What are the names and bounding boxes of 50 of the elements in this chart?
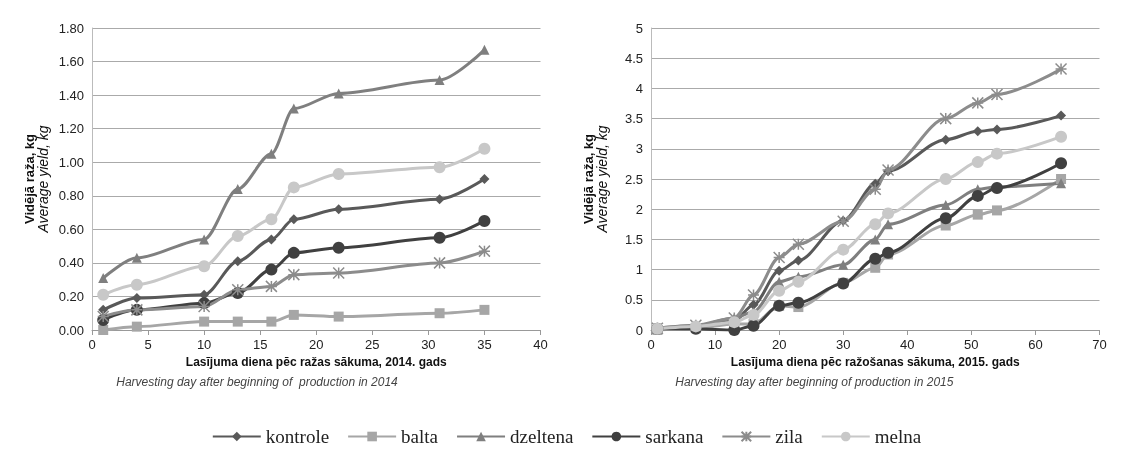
y-tick-label: 5 [635, 20, 643, 36]
y-axis-title: Vidējā raža, kg Average yield, kg [22, 125, 51, 234]
x-tick-label: 70 [1091, 337, 1107, 352]
text: Harvesting day after beginning of production in 2015 [674, 375, 954, 389]
y-tick-label: 1.5 [624, 231, 643, 247]
y-tick-label: 0.80 [58, 188, 84, 204]
y-tick-label: 0.5 [624, 292, 643, 308]
legend-label: melna [874, 426, 922, 447]
y-tick-label: 0.00 [58, 322, 84, 338]
x-tick-label: 20 [309, 337, 324, 352]
y-tick-label: 4.5 [624, 50, 643, 66]
y-tick-label: 4 [635, 80, 643, 96]
y-tick-label: 0.60 [58, 221, 84, 237]
x-tick-label: 40 [533, 337, 548, 352]
y-tick-label: 1.00 [58, 154, 84, 170]
x-tick-label: 30 [835, 337, 850, 352]
y-tick-label: 1.40 [58, 87, 84, 103]
legend-label: dzeltena [510, 426, 574, 447]
y-tick-label: 1.80 [58, 20, 84, 36]
x-tick-label: 60 [1027, 337, 1043, 352]
legend-label: zila [775, 426, 804, 447]
x-axis-title: Lasījuma diena pēc ražas sākuma, 2014. gads [185, 355, 447, 369]
y-tick-label: 1 [635, 262, 643, 278]
y-tick-label: 0.40 [58, 255, 84, 271]
x-tick-label: 25 [365, 337, 380, 352]
x-tick-label: 0 [646, 337, 655, 352]
x-tick-label: 40 [899, 337, 915, 352]
y-tick-label: 2.5 [624, 171, 643, 187]
x-tick-label: 0 [88, 337, 96, 352]
y-axis-title: Vidējā raža, kg Average yield, kg [580, 125, 610, 234]
x-tick-label: 50 [963, 337, 979, 352]
x-axis-title: Lasījuma diena pēc ražošanas sākuma, 2015. gads [730, 355, 1020, 369]
legend-label: balta [401, 426, 439, 447]
legend-label: kontrole [265, 426, 330, 447]
y-tick-label: 1.20 [58, 121, 84, 137]
y-tick-label: 0 [635, 322, 643, 338]
x-tick-label: 10 [707, 337, 722, 352]
legend-label: sarkana [645, 426, 704, 447]
y-tick-label: 2 [635, 201, 643, 217]
y-tick-label: 1.60 [58, 54, 84, 70]
x-tick-label: 15 [252, 337, 268, 352]
x-tick-label: 20 [771, 337, 786, 352]
y-tick-label: 3.5 [624, 111, 643, 127]
x-tick-label: 30 [421, 337, 436, 352]
x-tick-label: 35 [477, 337, 492, 352]
x-tick-label: 10 [196, 337, 212, 352]
y-tick-label: 3 [635, 141, 643, 157]
text: Harvesting day after beginning of production in 2014 [116, 375, 399, 389]
y-tick-label: 0.20 [58, 288, 84, 304]
x-tick-label: 5 [144, 337, 152, 352]
